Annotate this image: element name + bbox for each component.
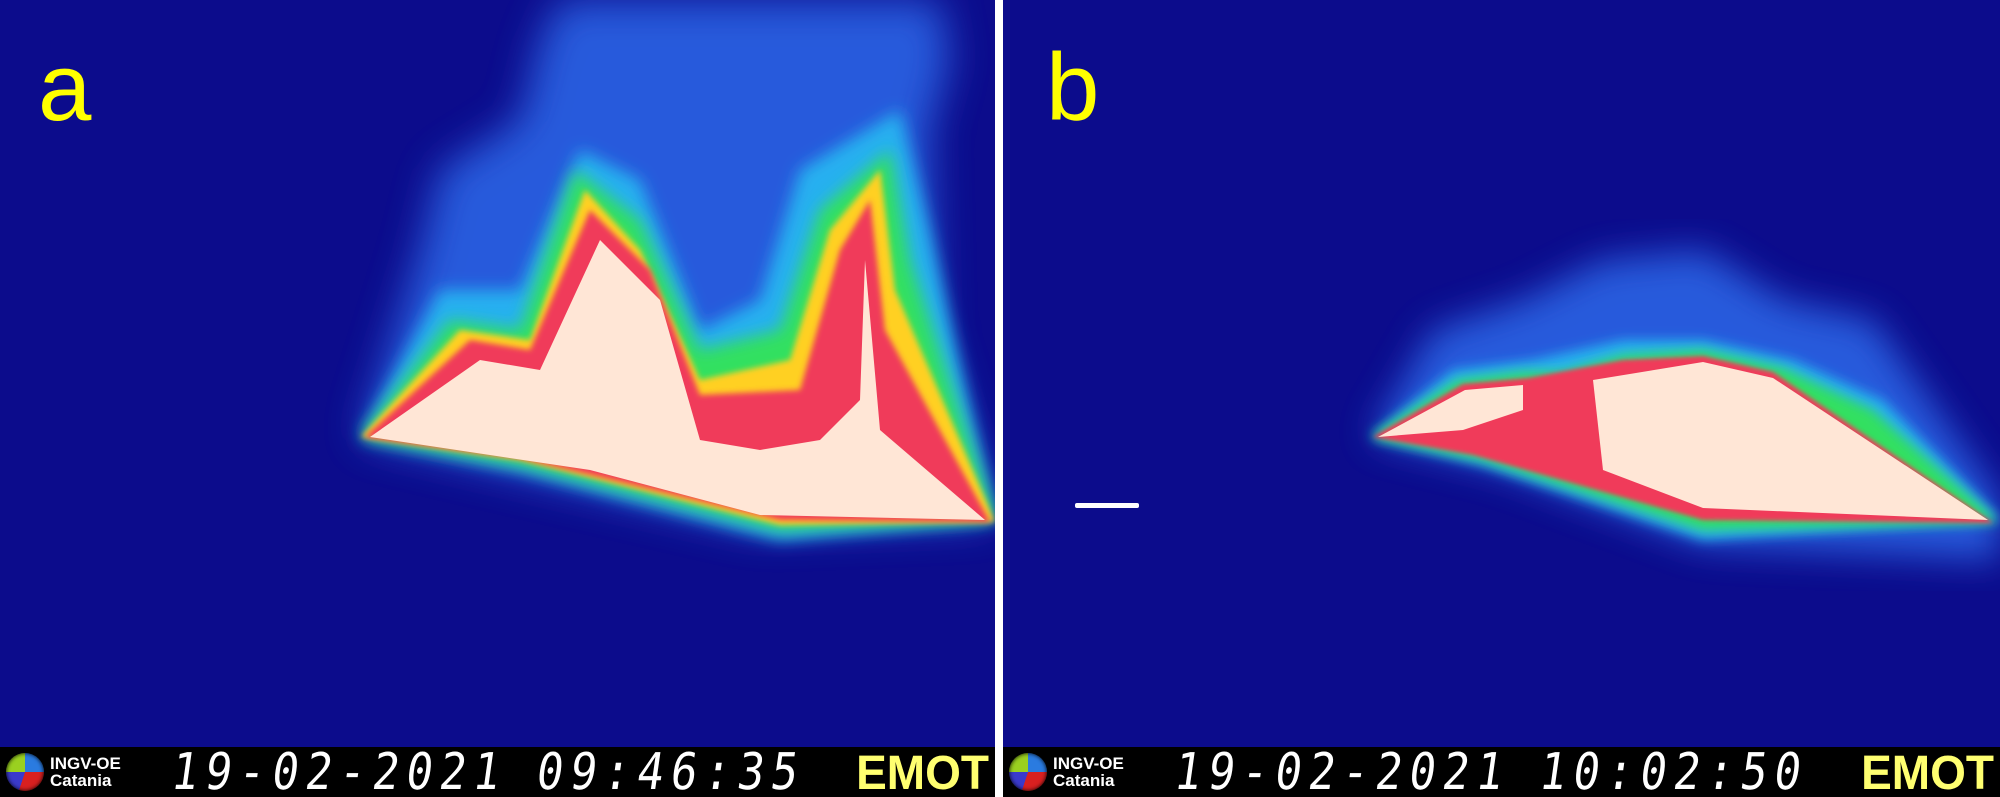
org-line-2: Catania — [50, 771, 112, 790]
panel-label: a — [38, 34, 92, 141]
timestamp-bar: INGV-OE Catania 19-02-2021 09:46:35 EMOT — [0, 743, 995, 797]
org-line-1: INGV-OE — [50, 754, 121, 773]
camera-tag: EMOT — [1861, 744, 1994, 797]
date: 19-02-2021 — [1170, 742, 1515, 797]
time: 10:02:50 — [1535, 742, 1812, 797]
hot-streak — [1075, 503, 1139, 508]
org-line-2: Catania — [1053, 771, 1115, 790]
org-name: INGV-OE Catania — [1053, 755, 1153, 789]
org-line-1: INGV-OE — [1053, 754, 1124, 773]
thermal-plume-a — [361, 0, 995, 540]
ingv-logo-icon — [6, 753, 44, 791]
thermal-image-b: b INGV-OE Catania 19-02-2021 10:02:50 EM… — [1003, 0, 2000, 797]
hot-core — [370, 240, 985, 520]
hot-core — [1593, 362, 1988, 520]
date: 19-02-2021 — [167, 742, 512, 797]
ingv-logo-icon — [1009, 753, 1047, 791]
timestamp-bar: INGV-OE Catania 19-02-2021 10:02:50 EMOT — [1003, 743, 2000, 797]
thermal-image-a: a INGV-OE Catania 19-02-2021 09:46:35 EM… — [0, 0, 995, 797]
org-name: INGV-OE Catania — [50, 755, 150, 789]
time: 09:46:35 — [532, 742, 809, 797]
thermal-plume-b — [1075, 250, 2000, 560]
panel-label: b — [1046, 34, 1100, 141]
camera-tag: EMOT — [856, 744, 989, 797]
hot-core-left — [1378, 385, 1523, 437]
panel-divider — [995, 0, 1003, 797]
